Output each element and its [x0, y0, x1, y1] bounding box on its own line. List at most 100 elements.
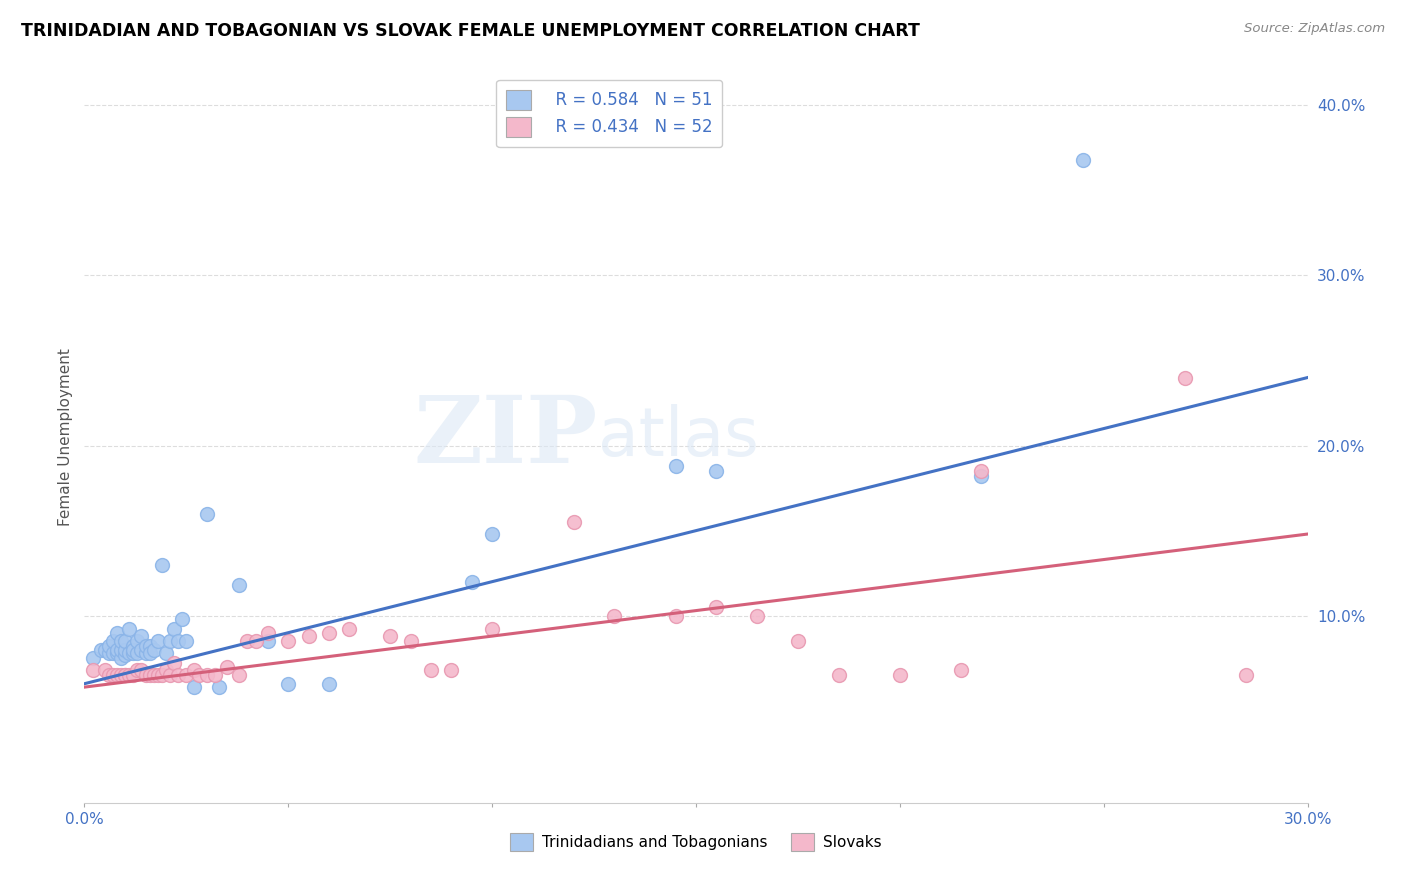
Point: [163, 622, 186, 636]
Point: [105, 646, 128, 660]
Point: [228, 578, 250, 592]
Point: [257, 634, 280, 648]
Point: [187, 668, 209, 682]
Point: [135, 640, 157, 654]
Point: [114, 634, 136, 648]
Point: [93, 642, 115, 657]
Point: [159, 634, 181, 648]
Point: [562, 515, 585, 529]
Point: [110, 651, 132, 665]
Point: [277, 634, 299, 648]
Point: [138, 646, 160, 660]
Point: [131, 663, 153, 677]
Point: [118, 646, 141, 660]
Point: [167, 668, 190, 682]
Point: [155, 663, 177, 677]
Point: [127, 646, 149, 660]
Point: [150, 558, 173, 572]
Text: atlas: atlas: [598, 404, 759, 470]
Point: [318, 625, 340, 640]
Point: [114, 648, 136, 662]
Point: [706, 600, 728, 615]
Point: [114, 668, 136, 682]
Point: [174, 634, 197, 648]
Point: [318, 677, 340, 691]
Point: [82, 651, 104, 665]
Point: [481, 527, 503, 541]
Point: [101, 646, 124, 660]
Point: [131, 629, 153, 643]
Point: [1073, 153, 1095, 167]
Point: [159, 668, 181, 682]
Point: [122, 640, 145, 654]
Point: [257, 625, 280, 640]
Point: [236, 634, 259, 648]
Text: Source: ZipAtlas.com: Source: ZipAtlas.com: [1244, 22, 1385, 36]
Point: [138, 640, 160, 654]
Point: [950, 663, 973, 677]
Point: [217, 659, 239, 673]
Point: [420, 663, 443, 677]
Point: [90, 642, 112, 657]
Point: [828, 668, 851, 682]
Point: [245, 634, 267, 648]
Point: [1174, 370, 1197, 384]
Legend: Trinidadians and Tobagonians, Slovaks: Trinidadians and Tobagonians, Slovaks: [505, 827, 887, 857]
Point: [163, 657, 186, 671]
Point: [970, 464, 993, 478]
Point: [889, 668, 911, 682]
Point: [118, 622, 141, 636]
Text: TRINIDADIAN AND TOBAGONIAN VS SLOVAK FEMALE UNEMPLOYMENT CORRELATION CHART: TRINIDADIAN AND TOBAGONIAN VS SLOVAK FEM…: [21, 22, 920, 40]
Point: [93, 663, 115, 677]
Point: [131, 642, 153, 657]
Point: [195, 507, 218, 521]
Point: [97, 668, 120, 682]
Point: [277, 677, 299, 691]
Point: [118, 668, 141, 682]
Point: [208, 680, 231, 694]
Text: ZIP: ZIP: [413, 392, 598, 482]
Point: [135, 646, 157, 660]
Point: [127, 634, 149, 648]
Y-axis label: Female Unemployment: Female Unemployment: [58, 348, 73, 526]
Point: [105, 668, 128, 682]
Point: [101, 668, 124, 682]
Point: [110, 668, 132, 682]
Point: [399, 634, 422, 648]
Point: [142, 668, 165, 682]
Point: [461, 574, 484, 589]
Point: [105, 625, 128, 640]
Point: [298, 629, 321, 643]
Point: [665, 608, 688, 623]
Point: [1236, 668, 1258, 682]
Point: [142, 642, 165, 657]
Point: [183, 663, 205, 677]
Point: [970, 469, 993, 483]
Point: [339, 622, 361, 636]
Point: [110, 634, 132, 648]
Point: [204, 668, 226, 682]
Point: [706, 464, 728, 478]
Point: [114, 668, 136, 682]
Point: [135, 668, 157, 682]
Point: [97, 640, 120, 654]
Point: [122, 668, 145, 682]
Point: [114, 642, 136, 657]
Point: [97, 646, 120, 660]
Point: [155, 646, 177, 660]
Point: [101, 634, 124, 648]
Point: [195, 668, 218, 682]
Point: [665, 458, 688, 473]
Point: [603, 608, 626, 623]
Point: [481, 622, 503, 636]
Point: [122, 646, 145, 660]
Point: [110, 642, 132, 657]
Point: [146, 634, 169, 648]
Point: [122, 642, 145, 657]
Point: [174, 668, 197, 682]
Point: [183, 680, 205, 694]
Point: [150, 668, 173, 682]
Point: [228, 668, 250, 682]
Point: [747, 608, 769, 623]
Point: [167, 634, 190, 648]
